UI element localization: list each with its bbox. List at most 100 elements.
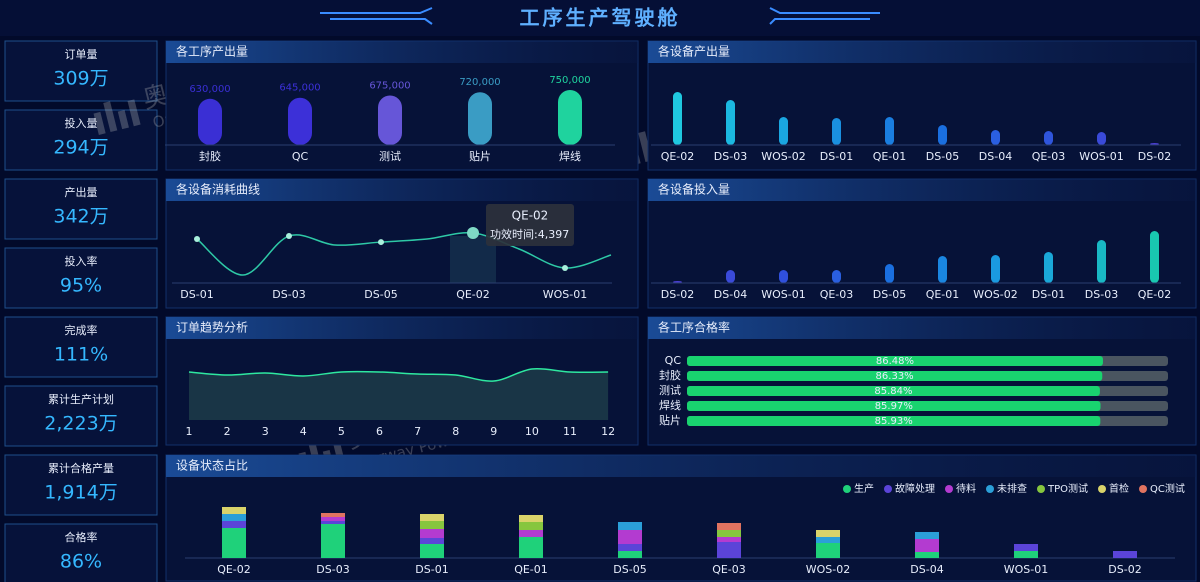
kpi-label: 完成率: [65, 323, 98, 337]
x-tick-label: 8: [452, 425, 459, 438]
bar: [687, 401, 1101, 411]
bar-segment: [321, 517, 345, 521]
legend-marker: [843, 485, 851, 493]
bar-segment: [519, 530, 543, 537]
y-tick-label: QC: [665, 354, 682, 367]
bar-segment: [816, 537, 840, 543]
bar: [885, 264, 894, 283]
bar-segment: [717, 537, 741, 542]
panel-header: [648, 179, 1196, 201]
header-decor: [320, 7, 433, 25]
legend-label: 待料: [956, 482, 976, 495]
bar-segment: [717, 523, 741, 530]
panel-title: 各设备消耗曲线: [176, 182, 260, 197]
x-tick-label: 10: [525, 425, 539, 438]
x-tick-label: QE-03: [1032, 150, 1066, 163]
tooltip-text: 功效时间:4,397: [490, 227, 569, 241]
panel-header: [648, 41, 1196, 63]
bar-segment: [1113, 551, 1137, 558]
bar: [885, 117, 894, 145]
bar: [1097, 132, 1106, 145]
x-tick-label: WOS-01: [1079, 150, 1123, 163]
watermark-logo: [93, 99, 141, 135]
x-tick-label: DS-03: [1085, 288, 1118, 301]
bar: [687, 356, 1103, 366]
bar: [687, 371, 1103, 381]
y-tick-label: 焊线: [659, 398, 681, 412]
kpi-value: 2,223万: [44, 413, 117, 435]
panel-title: 各工序产出量: [176, 44, 248, 59]
legend-marker: [986, 485, 994, 493]
x-tick-label: DS-02: [661, 288, 694, 301]
header-decor: [769, 7, 880, 25]
x-tick-label: QE-03: [712, 563, 746, 576]
bar: [468, 92, 492, 145]
bar-segment: [1014, 551, 1038, 558]
kpi-card: [4, 385, 158, 447]
x-tick-label: QE-02: [661, 150, 695, 163]
value-label: 630,000: [189, 84, 230, 95]
x-tick-label: DS-05: [364, 288, 397, 301]
bar: [198, 98, 222, 145]
bar-segment: [222, 507, 246, 514]
kpi-value: 294万: [53, 137, 108, 159]
bar: [687, 386, 1100, 396]
x-tick-label: DS-03: [714, 150, 747, 163]
legend-label: 首检: [1109, 482, 1129, 495]
kpi-value: 86%: [60, 551, 102, 573]
x-tick-label: 2: [224, 425, 231, 438]
x-tick-label: QE-02: [217, 563, 251, 576]
page-title: 工序生产驾驶舱: [520, 6, 681, 30]
line: [196, 231, 612, 276]
kpi-card: [4, 40, 158, 102]
area: [189, 368, 609, 420]
kpi-value: 111%: [54, 344, 108, 366]
panel-header: [166, 455, 1196, 477]
bar-segment: [915, 552, 939, 558]
bar: [378, 95, 402, 145]
x-tick-label: 贴片: [469, 149, 491, 163]
bar: [991, 255, 1000, 283]
bar-segment: [816, 530, 840, 537]
x-tick-label: QE-02: [1138, 288, 1172, 301]
y-tick-label: 贴片: [659, 413, 681, 427]
bar-segment: [420, 521, 444, 529]
tooltip-box: [486, 204, 574, 246]
kpi-label: 投入率: [65, 254, 98, 268]
panel-title: 各工序合格率: [658, 320, 730, 335]
bar: [687, 416, 1101, 426]
bar: [673, 92, 682, 145]
bar-segment: [816, 543, 840, 558]
kpi-card: [4, 523, 158, 582]
bar-segment: [717, 530, 741, 537]
kpi-label: 累计合格产量: [48, 461, 114, 475]
legend-label: TPO测试: [1047, 482, 1088, 495]
legend-marker: [1098, 485, 1107, 493]
x-tick-label: DS-05: [873, 288, 906, 301]
bar: [832, 270, 841, 283]
kpi-label: 累计生产计划: [48, 392, 114, 406]
x-tick-label: WOS-02: [973, 288, 1017, 301]
x-tick-label: DS-04: [714, 288, 747, 301]
bar-segment: [618, 551, 642, 558]
panel-title: 各设备产出量: [658, 44, 730, 59]
y-tick-label: 封胶: [659, 368, 681, 382]
bar-segment: [618, 544, 642, 551]
kpi-card: [4, 109, 158, 171]
legend-label: QC测试: [1150, 482, 1185, 495]
x-tick-label: DS-04: [910, 563, 943, 576]
x-tick-label: 5: [338, 425, 345, 438]
x-tick-label: 7: [414, 425, 421, 438]
kpi-label: 投入量: [65, 116, 98, 130]
legend-label: 未排查: [997, 482, 1027, 495]
legend-marker: [1139, 485, 1148, 493]
x-tick-label: WOS-01: [761, 288, 805, 301]
bar-segment: [420, 544, 444, 558]
bar-segment: [519, 537, 543, 558]
x-tick-label: WOS-02: [806, 563, 850, 576]
bar: [779, 117, 788, 145]
bar: [1044, 131, 1053, 145]
bar-segment: [1014, 544, 1038, 551]
point: [194, 235, 200, 242]
bar-segment: [420, 529, 444, 538]
